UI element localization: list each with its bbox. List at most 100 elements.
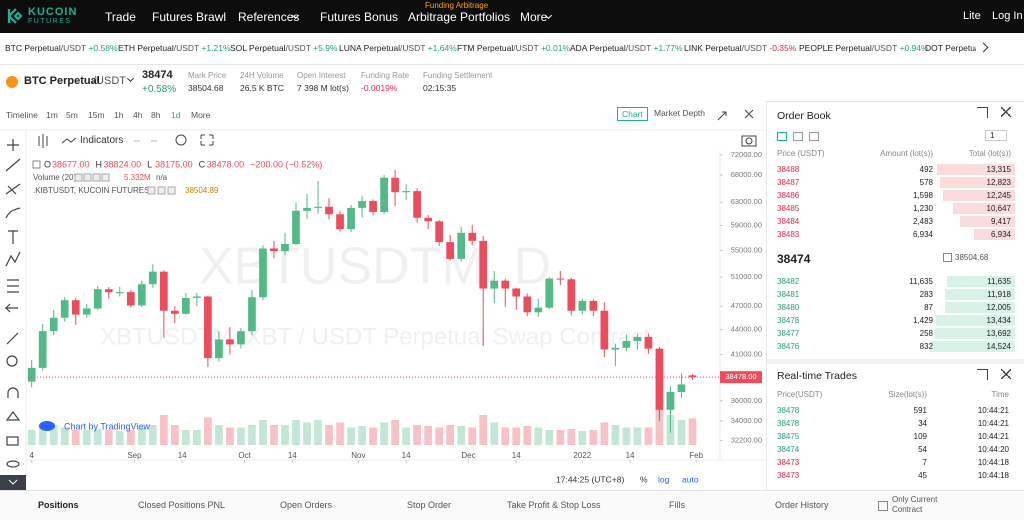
interval[interactable]: 5m <box>66 110 78 120</box>
timeline-tab[interactable]: Timeline <box>6 110 38 120</box>
legend-button <box>157 186 166 195</box>
tv-logo <box>39 421 55 431</box>
book-price[interactable]: 38481 <box>777 290 800 299</box>
nav-right[interactable]: Lite <box>963 10 981 22</box>
candle-body <box>413 191 421 218</box>
bottom-tab[interactable]: Stop Order <box>407 500 452 510</box>
ticker-quote: /USDT <box>399 43 426 53</box>
book-price[interactable]: 38485 <box>777 204 800 213</box>
book-price[interactable]: 38477 <box>777 329 800 338</box>
ticker-item[interactable]: DOT Perpetual <box>925 43 982 53</box>
index-legend-value: 38504.89 <box>185 186 219 195</box>
interval[interactable]: 4h <box>133 110 143 120</box>
volume-bar <box>611 425 620 445</box>
more-intervals[interactable]: More <box>191 110 211 120</box>
candle-body <box>60 300 69 318</box>
book-price[interactable]: 38487 <box>777 178 800 187</box>
book-price[interactable]: 38480 <box>777 303 800 312</box>
legend-button <box>74 173 83 182</box>
book-price[interactable]: 38476 <box>777 342 800 351</box>
ticker-item[interactable]: BTC Perpetual/USDT +0.58% <box>5 43 118 53</box>
chart-controls[interactable] <box>38 109 757 148</box>
candle-body <box>435 221 444 243</box>
bottom-tab[interactable]: Open Orders <box>280 500 333 510</box>
volume-bar <box>126 430 135 445</box>
volume-bar <box>159 415 168 445</box>
ticker-item[interactable]: LINK Perpetual/USDT -0.35% <box>684 43 796 53</box>
volume-bar <box>457 426 466 445</box>
view-chart[interactable]: Chart <box>617 107 648 121</box>
ticker-item[interactable]: ADA Perpetual/USDT +1.77% <box>570 43 683 53</box>
book-price[interactable]: 38486 <box>777 191 800 200</box>
nav-right[interactable]: Log In <box>992 10 1023 22</box>
nav-item[interactable]: Futures Bonus <box>320 10 399 24</box>
book-total: 12,823 <box>986 178 1011 187</box>
bottom-tab[interactable]: Positions <box>38 500 79 510</box>
volume-bar <box>71 430 80 445</box>
collapse-tab[interactable] <box>0 475 26 490</box>
volume-bar <box>314 420 322 445</box>
trade-time: 10:44:18 <box>977 471 1009 480</box>
only-current-box[interactable] <box>878 501 888 511</box>
book-price[interactable]: 38482 <box>777 277 800 286</box>
ticker-change: +1.21% <box>199 43 231 53</box>
bottom-tab[interactable]: Fills <box>669 500 685 510</box>
depth-bar <box>945 289 1015 300</box>
book-view[interactable] <box>777 132 787 141</box>
bottom-tab[interactable]: Order History <box>775 500 829 510</box>
ticker-name: PEOPLE Perpetual <box>799 43 872 53</box>
y-tick-label: 55000.00 <box>731 245 762 254</box>
interval[interactable]: 1d <box>171 110 181 120</box>
volume-bar <box>325 425 333 445</box>
candle-body <box>644 336 653 349</box>
ticker-item[interactable]: PEOPLE Perpetual/USDT +0.94% <box>799 43 929 53</box>
ticker-item[interactable]: ETH Perpetual/USDT +1.21% <box>118 43 231 53</box>
ticker-quote: /USDT <box>871 43 898 53</box>
bottom-tab[interactable]: Closed Positions PNL <box>138 500 226 510</box>
panel-close[interactable] <box>1001 369 1011 379</box>
interval[interactable]: 1h <box>114 110 124 120</box>
book-price[interactable]: 38484 <box>777 217 800 226</box>
ticker-change: -0.35% <box>767 43 797 53</box>
book-price[interactable]: 38483 <box>777 230 800 239</box>
depth-bar <box>944 302 1015 313</box>
x-tick-label: Nov <box>351 451 365 460</box>
nav-item[interactable]: Arbitrage Portfolios <box>408 10 511 24</box>
interval[interactable]: 15m <box>88 110 105 120</box>
trades-header: Size(lot(s)) <box>888 390 927 399</box>
candle-body <box>27 367 36 382</box>
trades-header: Price(USDT) <box>777 390 823 399</box>
candle-body <box>170 310 179 314</box>
x-tick-label: Oct <box>238 451 251 460</box>
book-price[interactable]: 38478 <box>777 316 800 325</box>
ticker-item[interactable]: SOL Perpetual/USDT +5.9% <box>230 43 338 53</box>
interval[interactable]: 1m <box>46 110 58 120</box>
nav-item[interactable]: References <box>238 10 300 24</box>
indicators[interactable]: Indicators <box>80 135 124 146</box>
ticker-item[interactable]: FTM Perpetual/USDT +0.01% <box>457 43 570 53</box>
candle-body <box>545 278 554 308</box>
book-view[interactable] <box>809 132 819 141</box>
candle-body <box>82 308 91 315</box>
precision-select[interactable]: 1 <box>985 130 1008 141</box>
candle-body <box>215 339 223 359</box>
contract-change: +0.58% <box>142 84 177 95</box>
book-view[interactable] <box>793 132 803 141</box>
panel-close[interactable] <box>1001 107 1011 117</box>
panel-expand[interactable] <box>977 107 988 118</box>
drawing-tools[interactable] <box>4 139 21 468</box>
ticker-item[interactable]: LUNA Perpetual/USDT +1.64% <box>339 43 457 53</box>
volume-bar <box>292 420 300 445</box>
bottom-tab[interactable]: Take Profit & Stop Loss <box>507 500 601 510</box>
book-amount: 832 <box>919 342 933 351</box>
panel-expand[interactable] <box>977 369 988 380</box>
candle-body <box>292 210 300 245</box>
nav-item[interactable]: Futures Brawl <box>152 10 227 24</box>
book-total: 12,005 <box>986 303 1011 312</box>
legend-key: C <box>199 159 206 169</box>
view-depth[interactable]: Market Depth <box>654 108 706 118</box>
nav-item[interactable]: Trade <box>105 10 136 24</box>
nav-item[interactable]: More <box>520 10 548 24</box>
interval[interactable]: 8h <box>151 110 161 120</box>
book-price[interactable]: 38488 <box>777 165 800 174</box>
